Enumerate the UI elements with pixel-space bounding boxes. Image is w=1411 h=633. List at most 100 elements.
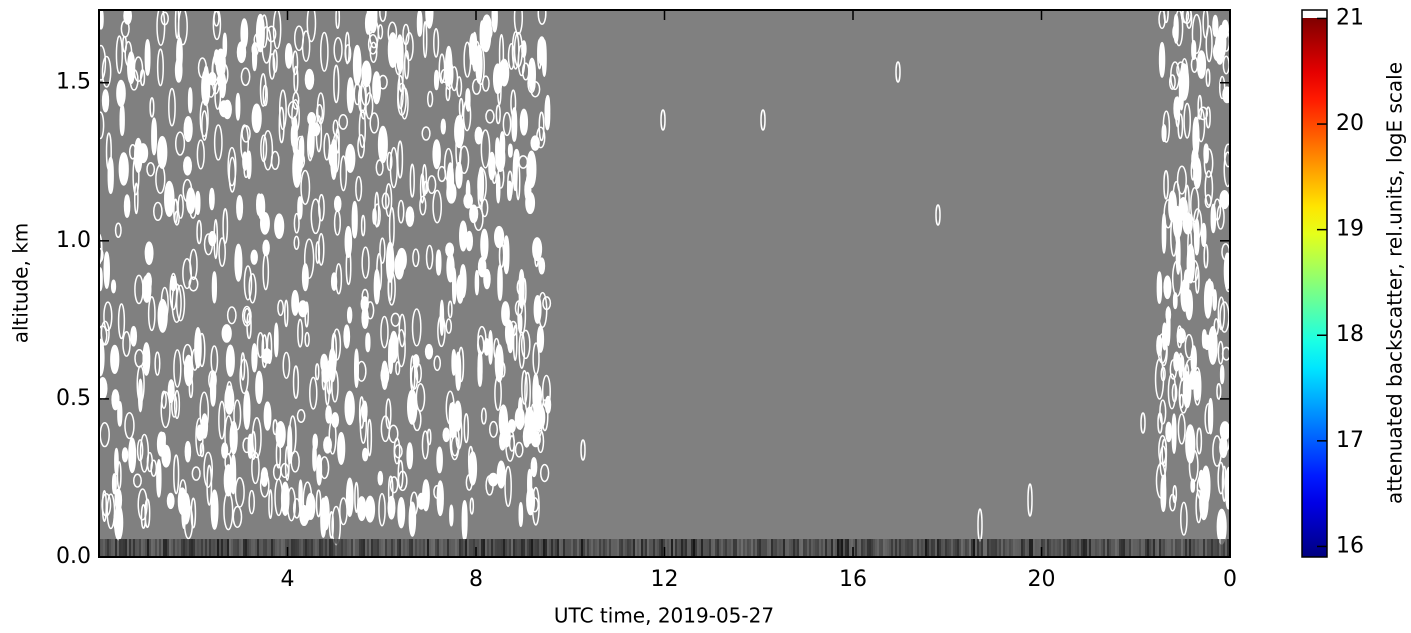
- texture-blob: [1196, 427, 1203, 455]
- texture-blob: [157, 298, 168, 333]
- texture-streak: [907, 539, 909, 557]
- texture-blob: [511, 107, 518, 142]
- texture-blob: [111, 389, 120, 411]
- texture-blob: [206, 73, 216, 98]
- texture-streak: [129, 539, 131, 557]
- texture-blob: [1172, 292, 1178, 310]
- texture-streak: [557, 539, 559, 557]
- texture-blob: [440, 118, 447, 135]
- texture-blob: [343, 324, 351, 349]
- texture-blob: [1158, 41, 1166, 78]
- texture-streak: [923, 539, 925, 557]
- texture-blob: [385, 183, 393, 218]
- colorbar-tick-label: 21: [1336, 5, 1364, 30]
- texture-blob: [266, 25, 277, 43]
- texture-streak: [425, 539, 427, 557]
- texture-blob: [274, 478, 284, 517]
- texture-blob: [331, 505, 342, 546]
- texture-streak: [749, 539, 751, 557]
- texture-streak: [675, 539, 677, 557]
- texture-blob: [513, 148, 520, 167]
- x-tick-label: 4: [281, 567, 295, 592]
- texture-streak: [101, 539, 103, 557]
- texture-blob: [1172, 24, 1179, 40]
- texture-blob: [292, 50, 299, 76]
- texture-blob: [127, 51, 136, 85]
- texture-blob: [240, 124, 250, 161]
- texture-streak: [991, 539, 993, 557]
- texture-blob: [156, 459, 162, 498]
- texture-blob: [256, 331, 265, 359]
- texture-streak: [1183, 539, 1185, 557]
- texture-streak: [717, 539, 719, 557]
- texture-streak: [573, 539, 575, 557]
- texture-streak: [973, 539, 975, 557]
- texture-streak: [209, 539, 211, 557]
- texture-blob: [1172, 484, 1178, 504]
- texture-streak: [423, 539, 425, 557]
- texture-streak: [161, 539, 163, 557]
- texture-streak: [299, 539, 301, 557]
- texture-streak: [497, 539, 499, 557]
- texture-streak: [1055, 539, 1057, 557]
- texture-blob: [477, 167, 487, 202]
- texture-blob: [113, 511, 119, 530]
- texture-streak: [859, 539, 861, 557]
- texture-streak: [659, 539, 661, 557]
- texture-blob: [101, 89, 110, 113]
- texture-blob: [291, 289, 300, 316]
- texture-streak: [463, 539, 465, 557]
- texture-streak: [1177, 539, 1179, 557]
- texture-blob: [187, 87, 193, 114]
- texture-streak: [415, 539, 417, 557]
- texture-streak: [999, 539, 1001, 557]
- texture-blob: [287, 424, 293, 465]
- texture-streak: [943, 539, 945, 557]
- texture-blob: [1027, 483, 1033, 517]
- texture-streak: [875, 539, 877, 557]
- texture-streak: [113, 539, 115, 557]
- texture-streak: [921, 539, 923, 557]
- texture-blob: [488, 329, 493, 365]
- texture-blob: [495, 104, 501, 125]
- texture-blob: [134, 137, 143, 174]
- texture-streak: [1223, 539, 1225, 557]
- texture-streak: [267, 539, 269, 557]
- texture-streak: [615, 539, 617, 557]
- texture-streak: [145, 539, 147, 557]
- texture-blob: [412, 407, 422, 432]
- texture-streak: [945, 539, 947, 557]
- texture-streak: [1139, 539, 1141, 557]
- texture-streak: [1003, 539, 1005, 557]
- texture-blob: [1167, 373, 1177, 410]
- texture-blob: [199, 391, 210, 432]
- texture-blob: [503, 423, 511, 448]
- texture-streak: [117, 539, 119, 557]
- texture-streak: [127, 539, 129, 557]
- texture-streak: [265, 539, 267, 557]
- texture-streak: [1101, 539, 1103, 557]
- x-tick-label: 0: [1223, 567, 1237, 592]
- texture-streak: [939, 539, 941, 557]
- texture-blob: [477, 350, 483, 385]
- texture-blob: [275, 439, 282, 469]
- texture-blob: [218, 400, 226, 440]
- texture-blob: [1172, 206, 1183, 240]
- texture-streak: [737, 539, 739, 557]
- texture-streak: [519, 539, 521, 557]
- texture-streak: [453, 539, 455, 557]
- texture-streak: [1151, 539, 1153, 557]
- texture-streak: [569, 539, 571, 557]
- texture-streak: [625, 539, 627, 557]
- texture-blob: [262, 239, 270, 257]
- texture-blob: [225, 344, 235, 377]
- texture-blob: [502, 111, 512, 137]
- texture-streak: [637, 539, 639, 557]
- texture-blob: [422, 20, 428, 59]
- texture-streak: [1115, 539, 1117, 557]
- texture-blob: [1217, 461, 1225, 495]
- texture-streak: [781, 539, 783, 557]
- texture-blob: [409, 163, 415, 198]
- texture-streak: [843, 539, 845, 557]
- texture-streak: [289, 539, 291, 557]
